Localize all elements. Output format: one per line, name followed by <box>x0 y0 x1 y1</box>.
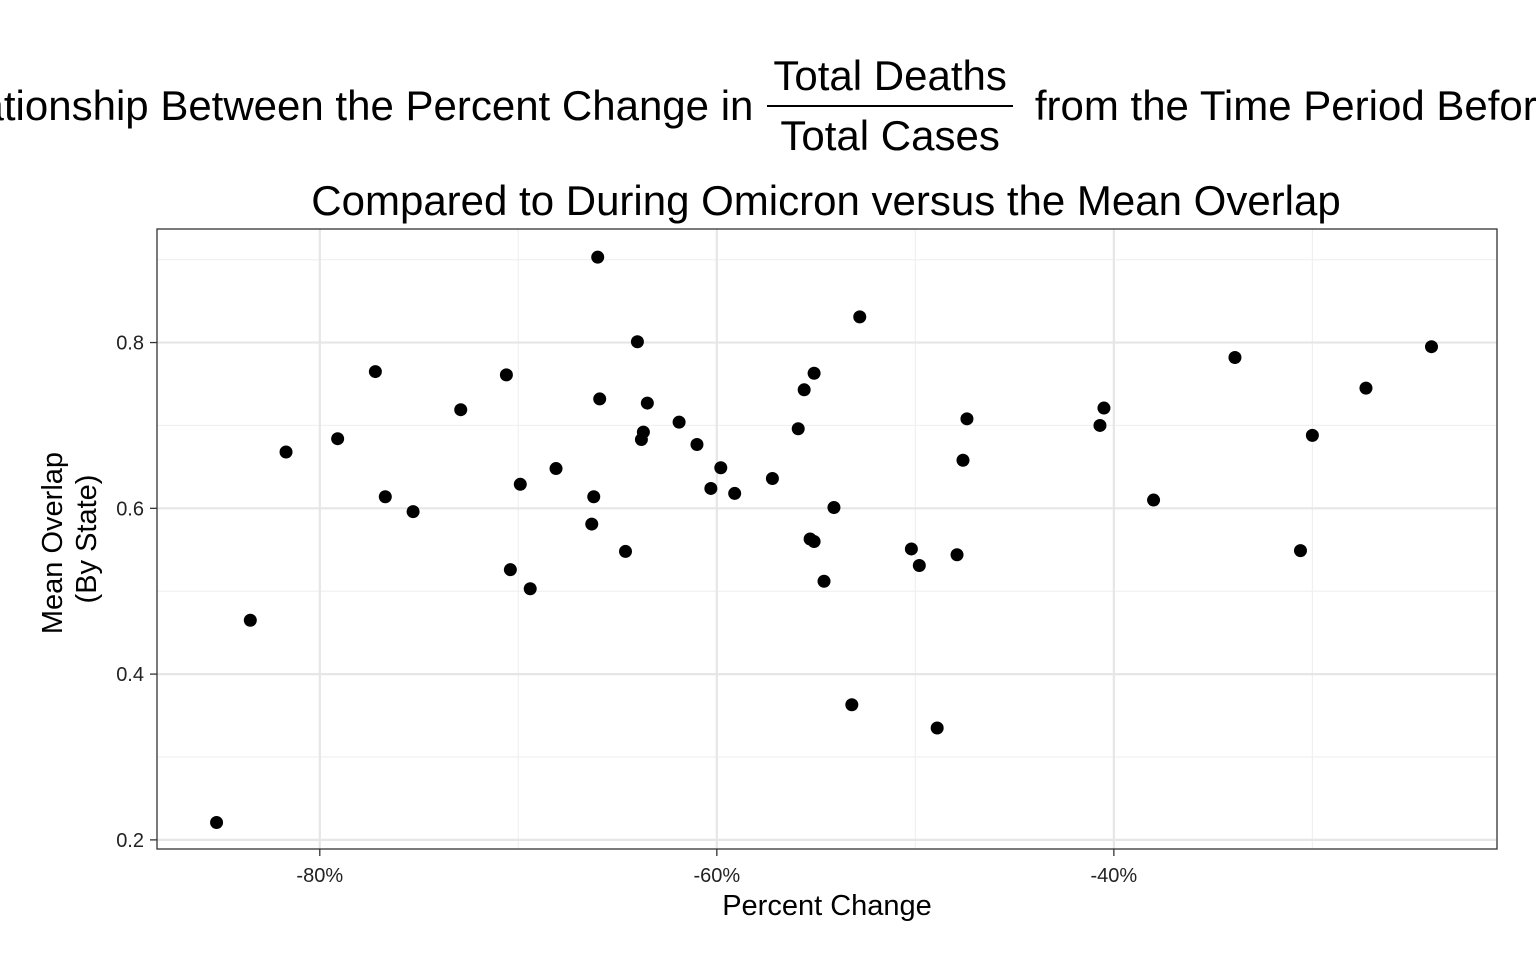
chart-title-line2: Compared to During Omicron versus the Me… <box>56 176 1536 226</box>
title-fraction-numerator: Total Deaths <box>767 55 1013 107</box>
data-point <box>672 415 686 429</box>
data-point <box>1424 340 1438 354</box>
data-point <box>591 250 605 264</box>
data-point <box>636 425 650 439</box>
data-point <box>503 563 517 577</box>
data-point <box>950 548 964 562</box>
data-point <box>593 392 607 406</box>
x-tick-label: -80% <box>296 865 343 887</box>
data-point <box>690 438 704 452</box>
data-point <box>378 490 392 504</box>
y-tick-label: 0.6 <box>116 498 144 520</box>
data-point <box>406 505 420 519</box>
data-point <box>587 490 601 504</box>
data-point <box>454 403 468 417</box>
data-point <box>956 453 970 467</box>
data-point <box>1293 544 1307 558</box>
y-axis-title: Mean Overlap (By State) <box>37 444 103 634</box>
title-fraction-denominator: Total Cases <box>780 112 1000 159</box>
data-point <box>817 574 831 588</box>
data-point <box>513 477 527 491</box>
data-point <box>704 481 718 495</box>
chart-title-line1: Relationship Between the Percent Change … <box>0 50 1536 162</box>
data-point <box>845 698 859 712</box>
y-axis-title-line2: (By State) <box>71 475 103 604</box>
data-point <box>549 462 563 476</box>
data-point <box>904 542 918 556</box>
y-tick-label: 0.4 <box>116 664 144 686</box>
data-point <box>960 412 974 426</box>
x-tick-label: -60% <box>693 865 740 887</box>
y-tick-label: 0.8 <box>116 333 144 355</box>
plot-panel <box>156 228 1498 850</box>
data-point <box>853 310 867 324</box>
data-point <box>619 544 633 558</box>
data-point <box>1147 493 1161 507</box>
data-point <box>1097 401 1111 415</box>
x-tick-label: -40% <box>1091 865 1138 887</box>
title-suffix: from the Time Period Before <box>1034 82 1536 129</box>
data-point <box>499 368 513 382</box>
y-tick-label: 0.2 <box>116 830 144 852</box>
data-point <box>807 534 821 548</box>
data-point <box>243 613 257 627</box>
data-point <box>827 501 841 515</box>
data-point <box>728 486 742 500</box>
title-prefix: Relationship Between the Percent Change … <box>0 82 754 129</box>
data-point <box>1359 381 1373 395</box>
data-point <box>279 445 293 459</box>
data-point <box>797 383 811 397</box>
points <box>210 250 1438 829</box>
data-point <box>912 559 926 573</box>
data-point <box>210 815 224 829</box>
data-point <box>1093 418 1107 432</box>
data-point <box>630 335 644 349</box>
data-point <box>523 582 537 596</box>
x-axis-title: Percent Change <box>722 890 932 922</box>
data-point <box>368 365 382 379</box>
data-point <box>1305 428 1319 442</box>
y-axis-title-line1: Mean Overlap <box>37 452 69 634</box>
data-point <box>714 461 728 475</box>
data-point <box>807 366 821 380</box>
axis-ticks: -80% -60% -40% 0.2 0.4 0.6 0.8 <box>116 333 1137 887</box>
data-point <box>930 721 944 735</box>
data-point <box>640 396 654 410</box>
title-fraction: Total Deaths Total Cases <box>767 55 1013 159</box>
data-point <box>791 422 805 436</box>
data-point <box>331 432 345 446</box>
data-point <box>1228 350 1242 364</box>
data-point <box>765 471 779 485</box>
title-line2-text: Compared to During Omicron versus the Me… <box>311 177 1341 224</box>
data-point <box>585 517 599 531</box>
grid <box>157 229 1497 849</box>
